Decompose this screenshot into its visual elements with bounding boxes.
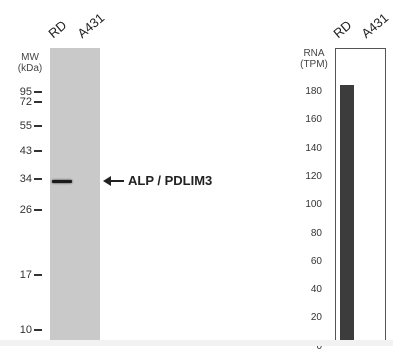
- blot-image: [50, 48, 100, 346]
- lane-label-a431: A431: [74, 9, 108, 41]
- mw-marker-label: 26: [19, 204, 32, 216]
- mw-marker-26: 26: [0, 204, 42, 216]
- rna-tick-label: 180: [305, 86, 322, 97]
- mw-marker-dash: [34, 209, 42, 212]
- rna-tick-label: 160: [305, 114, 322, 126]
- mw-marker-34: 34: [0, 173, 42, 185]
- mw-marker-label: 34: [19, 173, 32, 185]
- mw-marker-dash: [34, 150, 42, 153]
- mw-marker-43: 43: [0, 145, 42, 157]
- rna-tick-label: 40: [310, 284, 322, 296]
- mw-marker-dash: [34, 274, 42, 277]
- rna-tick-label: 60: [310, 255, 322, 267]
- mw-marker-label: 43: [19, 145, 32, 157]
- mw-marker-label: 72: [19, 96, 32, 108]
- rna-header-line1: RNA: [303, 48, 325, 59]
- mw-marker-dash: [34, 91, 42, 94]
- rna-bar-rd: [340, 84, 354, 346]
- rna-tick-label: 120: [305, 170, 322, 182]
- blot-band-rd: [52, 180, 72, 183]
- rna-tick-label: 100: [305, 199, 322, 211]
- mw-marker-10: 10: [0, 324, 42, 336]
- lane-label-rd: RD: [45, 17, 70, 41]
- mw-marker-95: 95: [0, 86, 42, 98]
- mw-marker-72: 72: [0, 96, 42, 108]
- mw-marker-label: 17: [19, 269, 32, 281]
- mw-marker-label: 10: [19, 324, 32, 336]
- rna-plot-frame: [335, 48, 386, 346]
- rna-header: RNA (TPM): [296, 48, 332, 70]
- mw-marker-dash: [34, 101, 42, 104]
- bottom-strip: [0, 340, 393, 346]
- rna-header-line2: (TPM): [300, 59, 328, 70]
- mw-marker-dash: [34, 125, 42, 128]
- rna-lane-label-a431: A431: [358, 9, 392, 41]
- mw-marker-label: 95: [19, 86, 32, 98]
- mw-marker-dash: [34, 178, 42, 181]
- target-arrow-icon: [103, 176, 111, 186]
- mw-marker-dash: [34, 329, 42, 332]
- mw-marker-label: 55: [19, 120, 32, 132]
- rna-tick-label: 80: [310, 227, 322, 239]
- mw-header-line1: MW: [21, 52, 39, 63]
- mw-marker-55: 55: [0, 120, 42, 132]
- mw-header-line2: (kDa): [17, 63, 43, 74]
- rna-lane-label-rd: RD: [330, 17, 355, 41]
- mw-marker-17: 17: [0, 269, 42, 281]
- mw-header: MW (kDa): [12, 52, 48, 74]
- rna-tick-label: 140: [305, 142, 322, 154]
- target-label: ALP / PDLIM3: [128, 173, 213, 188]
- rna-tick-label: 20: [310, 312, 322, 324]
- target-arrow-line: [110, 180, 124, 182]
